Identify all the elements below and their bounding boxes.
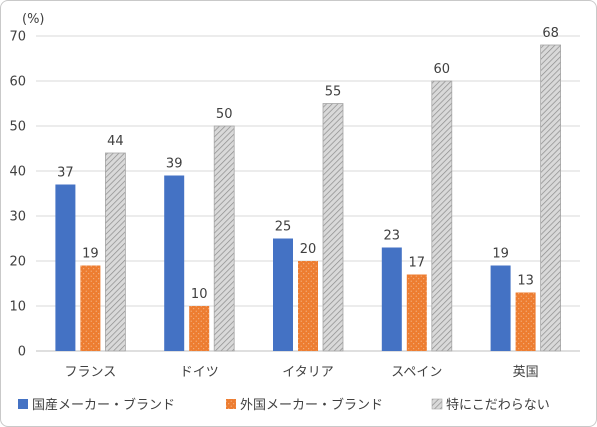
- bar-domestic: [55, 184, 76, 351]
- legend-swatch: [226, 399, 236, 409]
- legend-swatch: [18, 399, 28, 409]
- x-axis-labels: フランス ドイツ イタリア スペイン 英国: [65, 365, 539, 380]
- data-label: 10: [191, 287, 208, 302]
- legend-label: 特にこだわらない: [446, 398, 550, 413]
- data-label: 55: [325, 85, 342, 100]
- bars: [55, 44, 561, 352]
- bar-no-preference: [322, 103, 344, 352]
- bar-domestic: [381, 247, 402, 351]
- data-label: 60: [434, 62, 451, 77]
- y-tick-label: 0: [18, 345, 26, 360]
- bar-foreign: [298, 261, 318, 351]
- bar-no-preference: [213, 125, 235, 352]
- y-tick-label: 60: [9, 75, 26, 90]
- y-tick-label: 40: [9, 165, 26, 180]
- y-axis: 0 10 20 30 40 50 60 70: [9, 30, 26, 360]
- data-label: 20: [300, 242, 317, 257]
- category-label: ドイツ: [180, 365, 219, 380]
- data-label: 19: [492, 247, 509, 262]
- y-tick-label: 30: [9, 210, 26, 225]
- legend: 国産メーカー・ブランド 外国メーカー・ブランド 特にこだわらない: [18, 397, 550, 413]
- bar-foreign: [515, 292, 536, 351]
- y-tick-label: 70: [9, 30, 26, 45]
- data-label: 50: [216, 107, 233, 122]
- data-label: 17: [409, 256, 426, 271]
- bar-foreign: [189, 306, 210, 351]
- y-tick-label: 10: [9, 300, 26, 315]
- category-label: スペイン: [391, 365, 442, 380]
- y-tick-label: 50: [9, 120, 26, 135]
- y-tick-label: 20: [9, 255, 26, 270]
- data-labels: 37 19 44 39 10 50 25 20 55 23 17 60 19 13 68: [57, 26, 559, 302]
- data-label: 44: [107, 134, 124, 149]
- bar-no-preference: [540, 44, 561, 352]
- legend-label: 国産メーカー・ブランド: [32, 397, 175, 413]
- y-axis-unit-label: (%): [22, 12, 45, 27]
- legend-swatch: [431, 398, 443, 410]
- data-label: 19: [82, 247, 99, 262]
- data-label: 25: [275, 220, 292, 235]
- gridlines: [36, 35, 580, 352]
- data-label: 68: [542, 26, 559, 41]
- bar-foreign: [80, 265, 101, 351]
- data-label: 37: [57, 166, 74, 181]
- category-label: フランス: [65, 365, 117, 380]
- legend-label: 外国メーカー・ブランド: [240, 397, 383, 413]
- category-label: 英国: [513, 365, 539, 380]
- data-label: 39: [166, 157, 183, 172]
- bar-foreign: [406, 274, 427, 351]
- category-label: イタリア: [282, 365, 333, 380]
- bar-domestic: [164, 175, 185, 351]
- bar-no-preference: [431, 80, 453, 352]
- data-label: 13: [517, 274, 534, 289]
- bar-domestic: [490, 265, 511, 351]
- bar-no-preference: [105, 152, 126, 352]
- bar-domestic: [273, 238, 293, 351]
- data-label: 23: [384, 229, 401, 244]
